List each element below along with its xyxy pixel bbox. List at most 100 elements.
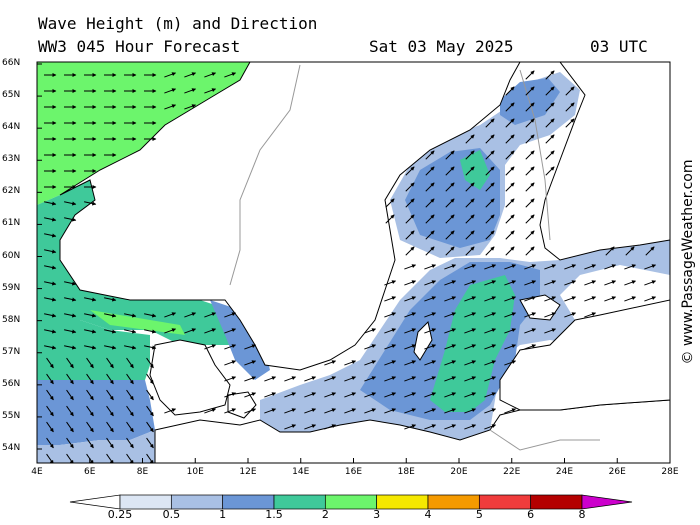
wave-arrow [444,392,457,398]
wave-arrow [584,312,597,318]
wave-arrow [64,345,77,350]
land-finland [539,62,670,261]
wave-arrow [425,182,435,192]
wave-arrow [46,373,54,385]
wave-arrow [484,376,497,382]
wave-arrow [44,329,57,334]
wave-arrow [405,230,415,240]
wave-arrow [224,344,237,350]
wave-arrow [384,376,397,382]
wave-arrow [444,424,457,430]
map-title: Wave Height (m) and Direction [38,14,318,33]
wave-arrow [304,424,317,430]
wave-arrow [545,102,555,112]
wave-arrow [385,214,395,224]
wave-arrow [126,357,134,369]
colorbar-label: 5 [475,508,483,521]
wave-arrow [425,230,435,240]
lat-label: 55N [2,410,21,421]
lat-label: 57N [2,346,21,357]
wave-arrow [465,166,475,176]
wave-arrow [545,118,555,128]
land-scandinavia [59,62,521,371]
wave-arrow [344,360,357,366]
wave-arrow [524,264,537,270]
wave-arrow [525,150,535,160]
wave-arrow [126,405,134,417]
wave-arrow [364,408,377,414]
credit-text: © www.PassageWeather.com [680,159,696,365]
lon-label: 6E [84,467,96,477]
forecast-time: 03 UTC [590,37,648,56]
wave-arrow [445,246,455,256]
wave-arrow [404,264,417,270]
forecast-subtitle: WW3 045 Hour Forecast [38,37,241,56]
wave-arrow [544,264,557,270]
wave-arrow [485,198,495,208]
lat-label: 65N [2,90,21,101]
wave-arrow [464,408,477,414]
wave-arrow [104,329,117,334]
wave-arrow [204,328,217,334]
wave-arrow [484,360,497,366]
wave-arrow [425,166,435,176]
wave-arrow [504,408,517,414]
wave-arrow [44,265,57,270]
wave-arrow [525,230,535,240]
wave-arrow [164,408,177,414]
colorbar [69,494,633,510]
wave-arrow [545,134,555,144]
wave-arrow [504,312,517,318]
wave-arrow [505,166,515,176]
wave-arrow [404,392,417,398]
wave-arrow [224,392,237,398]
wave-arrow [66,421,74,433]
wave-arrow [545,166,555,176]
lat-label: 63N [2,154,21,165]
wave-arrow [404,360,417,366]
wave-arrow [464,376,477,382]
wave-arrow [146,357,154,369]
wave-arrow [505,246,515,256]
wave-arrow [504,344,517,350]
wave-arrow [404,424,417,430]
wave-arrow [126,437,134,449]
wave-arrow [46,357,54,369]
wave-arrow [384,360,397,366]
wave-arrow [484,264,497,270]
colorbar-label: 1 [219,508,227,521]
wave-arrow [384,296,397,302]
wave-arrow [505,86,515,96]
wave-arrow [504,360,517,366]
wave-arrow [104,313,117,318]
wave-arrow [505,198,515,208]
wave-arrow [284,376,297,382]
wave-arrow [86,437,94,449]
wave-arrow [625,246,635,256]
wave-arrow [224,376,237,382]
wave-arrow [405,182,415,192]
wave-arrow [224,72,237,78]
wave-arrow [404,376,417,382]
wave-arrow [485,230,495,240]
wave-arrow [464,296,477,302]
wave-arrow [485,166,495,176]
wave-arrow [106,357,114,369]
wave-arrow [46,453,54,463]
wave-arrow [444,296,457,302]
wave-arrow [404,280,417,286]
wave-arrow [505,150,515,160]
lat-label: 61N [2,218,21,229]
wave-arrow [86,421,94,433]
colorbar-segment [222,494,275,510]
wave-arrow [46,389,54,401]
wave-arrow [584,280,597,286]
wave-arrow [66,437,74,449]
wave-arrow [485,134,495,144]
wave-arrow [424,408,437,414]
wave-arrow [564,312,577,318]
wave-arrow [124,329,137,334]
wave-arrow [204,408,217,414]
wave-arrow [525,182,535,192]
